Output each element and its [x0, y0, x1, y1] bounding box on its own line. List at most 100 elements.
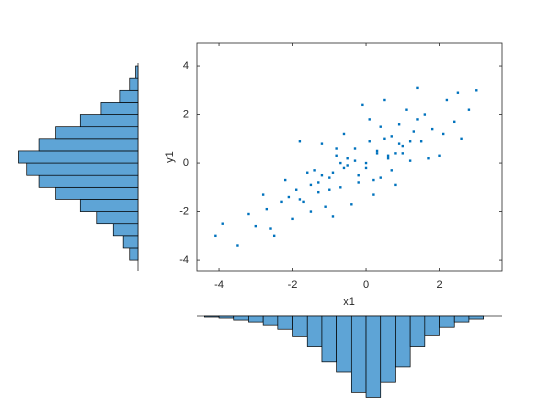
point	[353, 147, 357, 150]
point	[383, 137, 386, 141]
point	[320, 173, 324, 177]
point	[317, 190, 320, 194]
x-tick-label: -2	[288, 279, 298, 291]
point	[361, 103, 364, 107]
point	[287, 195, 291, 199]
point	[379, 125, 382, 128]
point	[412, 130, 416, 133]
x-tick-label: -4	[214, 279, 224, 291]
point	[438, 154, 441, 157]
point	[394, 152, 397, 155]
point	[317, 181, 320, 184]
point	[368, 118, 371, 121]
point	[364, 166, 368, 170]
hist-bar	[18, 150, 139, 164]
hist-bar	[135, 65, 139, 79]
hist-bar	[218, 315, 235, 319]
hist-bar	[453, 315, 470, 323]
hist-bar	[248, 315, 264, 323]
point	[390, 169, 393, 172]
hist-bar	[55, 186, 139, 200]
point	[280, 200, 283, 204]
point	[269, 227, 272, 230]
point	[342, 166, 346, 170]
point	[247, 212, 250, 216]
hist-bar	[233, 315, 249, 321]
y-tick-label: 2	[183, 108, 189, 120]
point	[379, 176, 382, 179]
point	[214, 234, 217, 238]
point	[346, 164, 349, 167]
plot-frame	[196, 42, 503, 272]
hist-bar	[96, 211, 139, 225]
point	[291, 217, 294, 221]
y-tick-label: 4	[183, 60, 189, 72]
hist-bar	[119, 89, 139, 103]
point	[375, 152, 379, 155]
point	[324, 205, 327, 208]
point	[298, 140, 302, 143]
point	[386, 154, 390, 157]
point	[368, 140, 371, 143]
hist-bar	[262, 315, 279, 326]
point	[309, 183, 313, 187]
point	[460, 137, 463, 141]
point	[397, 142, 401, 145]
point	[405, 108, 408, 111]
point	[408, 140, 412, 143]
hist-bar	[468, 315, 484, 320]
point	[372, 178, 375, 182]
point	[339, 161, 342, 165]
hist-bar	[306, 315, 323, 347]
point	[313, 169, 316, 172]
hist-bar	[380, 315, 396, 383]
point	[320, 142, 324, 145]
point	[302, 200, 305, 204]
point	[397, 123, 401, 126]
hist-bar	[79, 199, 139, 212]
point	[236, 244, 239, 247]
hist-bar	[55, 126, 139, 140]
hist-bar	[395, 315, 411, 368]
point	[364, 161, 368, 165]
hist-bar	[129, 77, 139, 91]
point	[265, 207, 269, 211]
point	[416, 86, 419, 90]
point	[328, 188, 331, 191]
hist-bar	[38, 174, 139, 188]
point	[353, 159, 357, 162]
hist-bar	[122, 235, 139, 249]
hist-bar	[350, 315, 367, 393]
point	[401, 144, 404, 148]
hist-bar	[79, 114, 139, 128]
point	[453, 120, 456, 124]
point	[408, 159, 412, 162]
y-tick-label: -4	[179, 254, 189, 266]
hist-bar	[336, 315, 352, 373]
hist-bar	[439, 315, 455, 328]
point	[456, 91, 460, 94]
point	[295, 188, 298, 191]
hist-bar	[277, 315, 293, 330]
point	[335, 154, 338, 157]
point	[339, 186, 342, 189]
point	[357, 173, 360, 177]
hist-bar	[409, 315, 426, 347]
point	[298, 198, 302, 201]
point	[272, 234, 276, 238]
point	[394, 183, 397, 187]
point	[350, 203, 353, 206]
point	[309, 210, 313, 213]
point	[331, 171, 335, 174]
point	[342, 132, 346, 136]
point	[383, 98, 386, 102]
point	[430, 127, 434, 131]
x-tick-label: 0	[363, 279, 369, 291]
hist-bar	[26, 162, 139, 176]
point	[423, 113, 427, 116]
y-tick-label: -2	[179, 205, 189, 217]
point	[335, 147, 338, 150]
point	[372, 193, 375, 196]
point	[386, 157, 390, 160]
